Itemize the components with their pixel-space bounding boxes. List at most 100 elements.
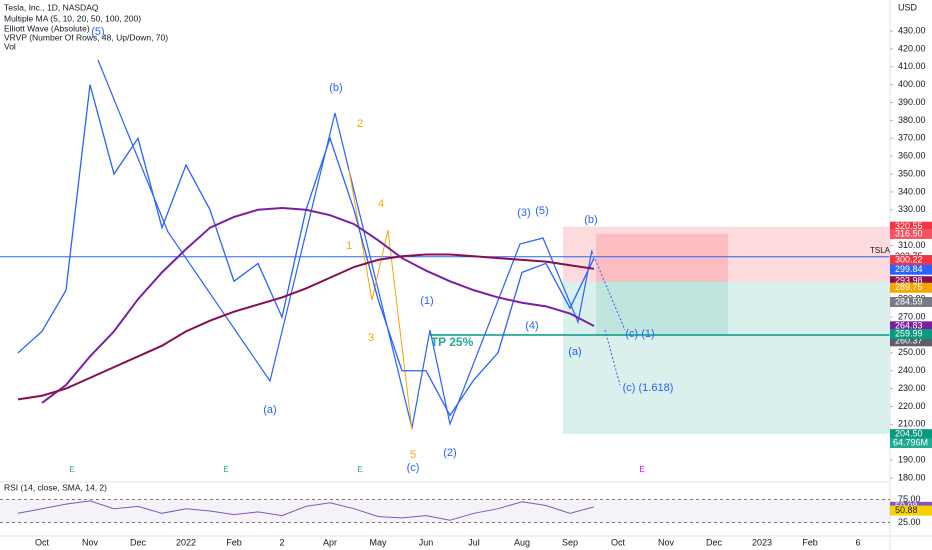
- annotation: E: [639, 465, 644, 474]
- y-tick-label: 380.00: [898, 115, 926, 125]
- symbol-label: TSLA: [870, 246, 891, 255]
- volume-label-bg: [890, 438, 932, 448]
- x-tick-label: Apr: [323, 537, 337, 547]
- annotation: TP 25%: [431, 335, 474, 349]
- x-tick-label: 2023: [752, 537, 772, 547]
- y-tick-label: 240.00: [898, 365, 926, 375]
- rsi-title: RSI (14, close, SMA, 14, 2): [4, 482, 107, 492]
- y-tick-label: 190.00: [898, 454, 926, 464]
- y-tick-label: 420.00: [898, 43, 926, 53]
- price-label: 284.59: [895, 296, 923, 306]
- annotation: (5): [91, 26, 104, 38]
- price-label: 316.50: [895, 228, 923, 238]
- annotation: (2): [443, 447, 456, 459]
- price-label-bg: [890, 296, 932, 307]
- stop-zone-inner: [596, 233, 728, 282]
- legend-item: VRVP (Number Of Rows, 48, Up/Down, 70): [4, 32, 168, 42]
- x-tick-label: Feb: [226, 537, 242, 547]
- y-tick-label: 270.00: [898, 311, 926, 321]
- annotation: 1: [346, 240, 352, 252]
- price-label: 264.83: [895, 321, 923, 331]
- price-label: 289.75: [895, 282, 923, 292]
- annotation: E: [69, 465, 74, 474]
- annotation: E: [223, 465, 228, 474]
- x-tick-label: Nov: [658, 537, 675, 547]
- y-tick-label: 210.00: [898, 419, 926, 429]
- price-label-bg: [890, 221, 932, 232]
- x-tick-label: Dec: [706, 537, 723, 547]
- annotation: (b): [329, 82, 342, 94]
- price-label: 300.22: [895, 254, 923, 264]
- y-tick-label: 310.00: [898, 240, 926, 250]
- x-tick-label: Jun: [419, 537, 434, 547]
- x-tick-label: 2022: [176, 537, 196, 547]
- annotation: (c) (1.618): [623, 382, 674, 394]
- x-tick-label: Feb: [802, 537, 818, 547]
- price-label: 299.84: [895, 264, 923, 274]
- legend-item: Tesla, Inc., 1D, NASDAQ: [4, 2, 99, 12]
- y-tick-label: 400.00: [898, 79, 926, 89]
- rsi-tick-label: 25.00: [898, 517, 921, 527]
- x-tick-label: Sep: [562, 537, 578, 547]
- rsi-line: [17, 500, 595, 521]
- y-tick-label: 330.00: [898, 204, 926, 214]
- volume-label: 64.796M: [893, 437, 928, 447]
- price-label: 259.99: [895, 328, 923, 338]
- rsi-band: [0, 499, 890, 523]
- price-label: 204.50: [895, 429, 923, 439]
- elliott-wave: [97, 59, 593, 429]
- price-label-bg: [890, 228, 932, 239]
- x-tick-label: 2: [279, 537, 284, 547]
- price-label-bg: [890, 276, 932, 287]
- moving-average: [17, 253, 595, 401]
- x-tick-label: 6: [855, 537, 860, 547]
- currency: USD: [898, 2, 918, 12]
- target-zone-inner: [596, 281, 728, 335]
- annotation: (b): [584, 214, 597, 226]
- price-label-bg: [890, 429, 932, 440]
- y-tick-label: 220.00: [898, 401, 926, 411]
- y-tick-label: 430.00: [898, 25, 926, 35]
- target-zone: [563, 281, 890, 435]
- price-label-bg: [890, 282, 932, 293]
- y-tick-label: 340.00: [898, 186, 926, 196]
- legend-item: Vol: [4, 41, 16, 51]
- y-tick-label: 250.00: [898, 347, 926, 357]
- annotation: (c) (1): [625, 328, 654, 340]
- annotation: E: [357, 465, 362, 474]
- price-label-bg: [890, 255, 932, 266]
- price-label: 320.55: [895, 221, 923, 231]
- x-tick-label: Aug: [514, 537, 530, 547]
- annotation: 4: [378, 198, 384, 210]
- x-tick-label: Nov: [82, 537, 99, 547]
- price-label-bg: [890, 321, 932, 332]
- price-label: 293.98: [895, 276, 923, 286]
- annotation: (a): [263, 404, 276, 416]
- moving-average: [41, 207, 595, 404]
- price-label-bg: [890, 264, 932, 275]
- annotation: (3): [517, 207, 530, 219]
- annotation: 2: [357, 118, 363, 130]
- projection: [604, 329, 621, 386]
- y-tick-label: 390.00: [898, 97, 926, 107]
- x-tick-label: Dec: [130, 537, 147, 547]
- x-tick-label: Oct: [35, 537, 50, 547]
- legend-item: Elliott Wave (Absolute): [4, 23, 90, 33]
- annotation: 3: [368, 332, 374, 344]
- annotation: (c): [407, 462, 420, 474]
- price-label: 260.37: [895, 336, 923, 346]
- annotation: 5: [410, 449, 416, 461]
- legend-item: Multiple MA (5, 10, 20, 50, 100, 200): [4, 13, 141, 23]
- rsi-label-bg: [890, 505, 932, 516]
- annotation: (5): [535, 205, 548, 217]
- rsi-tick-label: 75.00: [898, 494, 921, 504]
- annotation: (a): [568, 346, 581, 358]
- y-tick-label: 410.00: [898, 61, 926, 71]
- y-tick-label: 350.00: [898, 168, 926, 178]
- y-tick-label: 370.00: [898, 133, 926, 143]
- x-tick-label: Oct: [611, 537, 626, 547]
- annotation: (1): [420, 295, 433, 307]
- price-label-bg: [890, 336, 932, 347]
